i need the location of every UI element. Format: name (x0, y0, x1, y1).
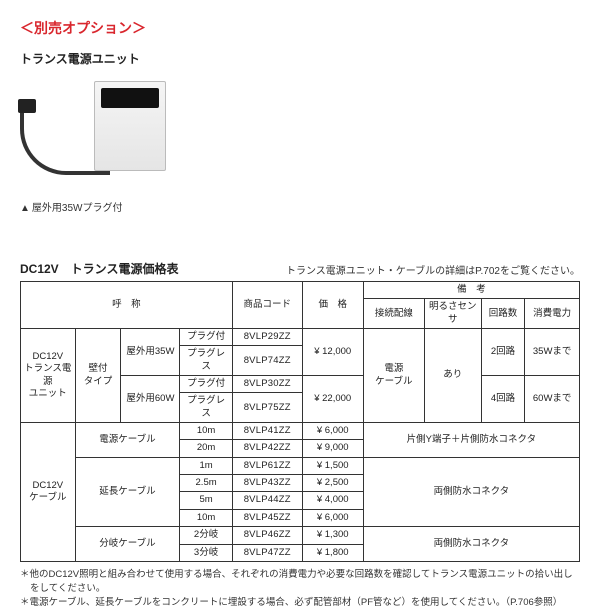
cell-len: 2.5m (180, 475, 232, 492)
cell-code: 8VLP74ZZ (232, 346, 302, 376)
cell-price: ¥ 1,300 (302, 527, 363, 544)
cell-len: 10m (180, 423, 232, 440)
cell-rem-circ: 4回路 (481, 376, 525, 423)
cell-variant: プラグ付 (180, 376, 232, 393)
cell-cable-cat: 分岐ケーブル (75, 527, 180, 562)
cell-rem-power: 60Wまで (525, 376, 580, 423)
footnote-line: ＊他のDC12V照明と組み合わせて使用する場合、それぞれの消費電力や必要な回路数… (20, 568, 580, 597)
cell-len: 5m (180, 492, 232, 509)
th-name: 呼 称 (21, 282, 233, 329)
cell-price: ¥ 6,000 (302, 509, 363, 526)
table-head: 呼 称 商品コード 価 格 備 考 接続配線 明るさセンサ 回路数 消費電力 (21, 282, 580, 329)
cell-rem-note: 両側防水コネクタ (363, 527, 579, 562)
cell-code: 8VLP42ZZ (232, 440, 302, 457)
cell-code: 8VLP29ZZ (232, 329, 302, 346)
table-row: DC12V トランス電源 ユニット壁付 タイプ屋外用35Wプラグ付8VLP29Z… (21, 329, 580, 346)
cell-len: 2分岐 (180, 527, 232, 544)
cell-rem-power: 35Wまで (525, 329, 580, 376)
th-code: 商品コード (232, 282, 302, 329)
cell-price: ¥ 6,000 (302, 423, 363, 440)
table-row: 分岐ケーブル2分岐8VLP46ZZ¥ 1,300両側防水コネクタ (21, 527, 580, 544)
cell-rem-note: 片側Y端子＋片側防水コネクタ (363, 423, 579, 458)
cell-variant: プラグレス (180, 346, 232, 376)
cell-rem-sensor: あり (424, 329, 481, 423)
price-table-title: DC12V トランス電源価格表 (20, 260, 178, 277)
cell-rem-conn: 電源 ケーブル (363, 329, 424, 423)
cell-code: 8VLP75ZZ (232, 393, 302, 423)
cell-spec: 屋外用60W (121, 376, 180, 423)
price-table-ref-note: トランス電源ユニット・ケーブルの詳細はP.702をご覧ください。 (286, 262, 580, 277)
cell-type: 壁付 タイプ (75, 329, 121, 423)
th-rem-conn: 接続配線 (363, 299, 424, 329)
table-row: DC12V ケーブル電源ケーブル10m8VLP41ZZ¥ 6,000片側Y端子＋… (21, 423, 580, 440)
cell-rem-circ: 2回路 (481, 329, 525, 376)
product-subtitle: トランス電源ユニット (20, 50, 580, 67)
cell-code: 8VLP30ZZ (232, 376, 302, 393)
cell-variant: プラグレス (180, 393, 232, 423)
cell-len: 3分岐 (180, 544, 232, 561)
cell-code: 8VLP44ZZ (232, 492, 302, 509)
th-rem-circ: 回路数 (481, 299, 525, 329)
cell-code: 8VLP43ZZ (232, 475, 302, 492)
section-title: ＜別売オプション＞ (20, 18, 580, 38)
plug-icon (18, 99, 36, 113)
th-price: 価 格 (302, 282, 363, 329)
cell-code: 8VLP46ZZ (232, 527, 302, 544)
footnotes: ＊他のDC12V照明と組み合わせて使用する場合、それぞれの消費電力や必要な回路数… (20, 568, 580, 611)
cell-spec: 屋外用35W (121, 329, 180, 376)
cell-code: 8VLP61ZZ (232, 457, 302, 474)
cell-cable-cat: 延長ケーブル (75, 457, 180, 526)
table-row: 延長ケーブル1m8VLP61ZZ¥ 1,500両側防水コネクタ (21, 457, 580, 474)
cell-group: DC12V ケーブル (21, 423, 76, 562)
illustration-caption: 屋外用35Wプラグ付 (20, 199, 580, 214)
cell-price: ¥ 1,500 (302, 457, 363, 474)
cell-code: 8VLP47ZZ (232, 544, 302, 561)
th-rem-power: 消費電力 (525, 299, 580, 329)
cell-code: 8VLP41ZZ (232, 423, 302, 440)
cell-len: 10m (180, 509, 232, 526)
cell-len: 20m (180, 440, 232, 457)
table-body: DC12V トランス電源 ユニット壁付 タイプ屋外用35Wプラグ付8VLP29Z… (21, 329, 580, 562)
cell-variant: プラグ付 (180, 329, 232, 346)
cell-rem-note: 両側防水コネクタ (363, 457, 579, 526)
th-remarks: 備 考 (363, 282, 579, 299)
price-table: 呼 称 商品コード 価 格 備 考 接続配線 明るさセンサ 回路数 消費電力 D… (20, 281, 580, 562)
product-illustration (20, 75, 180, 195)
cell-price: ¥ 22,000 (302, 376, 363, 423)
cell-price: ¥ 9,000 (302, 440, 363, 457)
cable-icon (20, 105, 110, 175)
cell-cable-cat: 電源ケーブル (75, 423, 180, 458)
cell-group: DC12V トランス電源 ユニット (21, 329, 76, 423)
cell-price: ¥ 1,800 (302, 544, 363, 561)
cell-price: ¥ 12,000 (302, 329, 363, 376)
cell-code: 8VLP45ZZ (232, 509, 302, 526)
product-illustration-area (20, 75, 580, 195)
footnote-line: ＊電源ケーブル、延長ケーブルをコンクリートに埋設する場合、必ず配管部材（PF管な… (20, 596, 580, 610)
cell-len: 1m (180, 457, 232, 474)
th-rem-sensor: 明るさセンサ (424, 299, 481, 329)
cell-price: ¥ 4,000 (302, 492, 363, 509)
cell-price: ¥ 2,500 (302, 475, 363, 492)
